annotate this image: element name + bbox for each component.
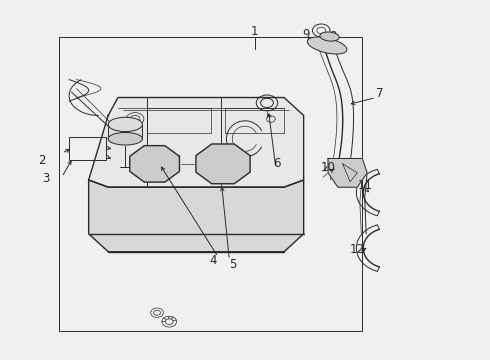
Polygon shape <box>89 98 304 187</box>
Text: 8: 8 <box>329 30 337 43</box>
Bar <box>59 37 362 330</box>
Polygon shape <box>196 144 250 184</box>
Text: 4: 4 <box>210 254 217 267</box>
Text: 9: 9 <box>302 28 310 41</box>
Text: 11: 11 <box>357 179 372 192</box>
Ellipse shape <box>108 117 143 132</box>
Text: 10: 10 <box>320 161 336 174</box>
Polygon shape <box>108 125 143 142</box>
Polygon shape <box>130 146 179 182</box>
Ellipse shape <box>307 37 347 54</box>
Polygon shape <box>89 180 304 252</box>
Text: 12: 12 <box>350 243 365 256</box>
Text: 3: 3 <box>42 172 49 185</box>
Text: 1: 1 <box>251 25 259 38</box>
Bar <box>69 137 106 160</box>
Ellipse shape <box>320 32 339 41</box>
Text: 6: 6 <box>273 157 280 170</box>
Polygon shape <box>328 158 367 187</box>
Text: 7: 7 <box>376 87 383 100</box>
Text: 2: 2 <box>39 154 46 167</box>
Text: 5: 5 <box>229 258 237 271</box>
Ellipse shape <box>108 132 143 145</box>
